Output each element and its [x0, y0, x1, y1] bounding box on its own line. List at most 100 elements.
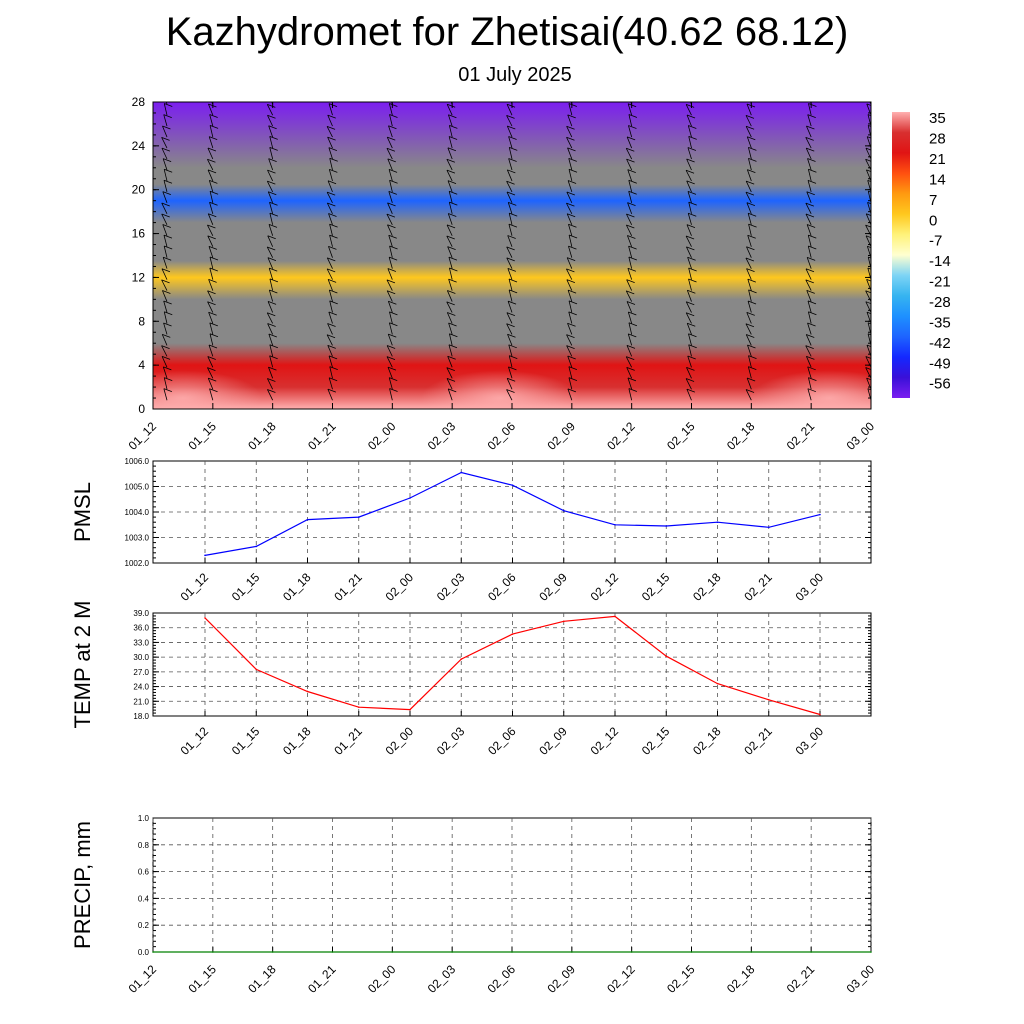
wind-barb: [161, 345, 168, 357]
data-point: [511, 633, 514, 635]
x-tick-label: 01_12: [126, 962, 160, 996]
wind-barb: [687, 147, 692, 160]
wind-barb: [628, 388, 633, 401]
wind-barb-flag: [807, 300, 817, 305]
colorbar-label: -28: [929, 294, 951, 311]
wind-barb: [448, 322, 453, 335]
wind-barb-flag: [807, 179, 817, 184]
colorbar-label: 21: [929, 151, 946, 168]
wind-barb-flag: [747, 377, 756, 382]
wind-barb-flag: [389, 114, 398, 118]
wind-barb-flag: [626, 344, 636, 349]
wind-barb: [506, 104, 513, 116]
wind-barb: [268, 125, 274, 138]
wind-barb: [209, 125, 214, 138]
wind-barb: [449, 333, 453, 346]
x-tick-label: 03_00: [844, 419, 878, 453]
x-tick-label: 02_18: [690, 570, 724, 604]
wind-barb: [568, 169, 573, 182]
data-point: [614, 523, 616, 526]
pmsl-panel: 1002.0 1003.0 1004.0 1005.0 1006.0 01_12 01_15…: [70, 457, 872, 604]
wind-barb-flag: [446, 235, 455, 240]
wind-barb-flag: [566, 125, 575, 130]
wind-barb-flag: [567, 180, 577, 184]
colorbar-label: 0: [929, 212, 937, 229]
wind-barb: [386, 137, 393, 149]
x-tick-label: 01_15: [185, 419, 219, 453]
wind-barb-flag: [627, 136, 636, 141]
wind-barb: [329, 300, 333, 313]
wind-barb: [163, 114, 168, 127]
wind-barb: [745, 126, 752, 138]
wind-barb-flag: [448, 278, 457, 283]
wind-barb: [807, 158, 812, 171]
y-tick-label: 1004.0: [125, 508, 150, 517]
wind-barb-flag: [568, 377, 578, 381]
wind-barb-flag: [326, 126, 336, 130]
wind-barb: [567, 290, 573, 302]
wind-barb: [567, 180, 573, 193]
y-tick-label: 21.0: [133, 697, 149, 706]
wind-barb: [805, 202, 812, 215]
colorbar-label: -56: [929, 376, 951, 393]
chart-subtitle: 01 July 2025: [458, 64, 572, 86]
wind-barb-flag: [328, 311, 337, 316]
wind-barb-flag: [566, 345, 575, 349]
wind-barb: [162, 290, 168, 302]
wind-barb-flag: [626, 147, 635, 152]
wind-barb-flag: [568, 168, 578, 173]
y-tick-label: 24.0: [133, 683, 149, 692]
wind-barb: [687, 125, 692, 138]
wind-barb: [209, 388, 214, 401]
wind-barb-flag: [686, 93, 694, 96]
wind-barb-flag: [566, 279, 575, 284]
wind-barb: [508, 278, 513, 291]
wind-barb-flag: [628, 190, 637, 195]
y-tick-label: 1003.0: [125, 534, 150, 543]
wind-barb-flag: [506, 257, 515, 262]
wind-barb-flag: [207, 301, 216, 306]
wind-barb: [685, 301, 692, 313]
colorbar-label: -49: [929, 355, 951, 372]
wind-barb-flag: [389, 377, 398, 382]
wind-barb: [448, 256, 453, 269]
wind-barb: [268, 268, 274, 280]
wind-barb-flag: [865, 290, 871, 294]
data-point: [716, 521, 719, 523]
wind-barb: [506, 323, 513, 335]
wind-barb-flag: [388, 125, 397, 130]
wind-barb: [625, 356, 633, 368]
wind-barb-flag: [208, 311, 217, 316]
x-tick-label: 02_09: [536, 570, 570, 604]
wind-barb-flag: [568, 311, 577, 316]
colorbar-label: -7: [929, 233, 942, 250]
wind-barb-flag: [508, 278, 518, 283]
wind-barb: [686, 180, 692, 193]
wind-barb-flag: [507, 235, 516, 239]
wind-barb-flag: [208, 377, 217, 382]
wind-barb: [627, 103, 633, 116]
wind-barb-flag: [268, 125, 277, 130]
wind-barb-flag: [508, 158, 517, 162]
wind-barb: [507, 334, 513, 346]
wind-barb: [387, 224, 393, 236]
wind-barb-flag: [446, 378, 456, 382]
wind-barb: [746, 246, 752, 258]
wind-barb: [208, 344, 214, 357]
wind-barb-flag: [506, 180, 515, 185]
wind-barb: [627, 268, 633, 280]
wind-barb-flag: [161, 147, 171, 152]
wind-barb: [746, 103, 752, 116]
wind-barb-flag: [207, 169, 217, 174]
wind-barb-flag: [207, 158, 216, 163]
wind-barb-flag: [447, 312, 456, 316]
data-point: [819, 513, 821, 516]
wind-barb: [746, 169, 752, 182]
x-tick-label: 02_06: [485, 962, 519, 996]
wind-barb-flag: [509, 212, 518, 217]
y-tick-label: 4: [138, 358, 145, 372]
wind-barb: [387, 366, 393, 379]
wind-barb-flag: [269, 136, 278, 140]
wind-barb-flag: [163, 234, 173, 239]
wind-barb-flag: [807, 114, 816, 118]
